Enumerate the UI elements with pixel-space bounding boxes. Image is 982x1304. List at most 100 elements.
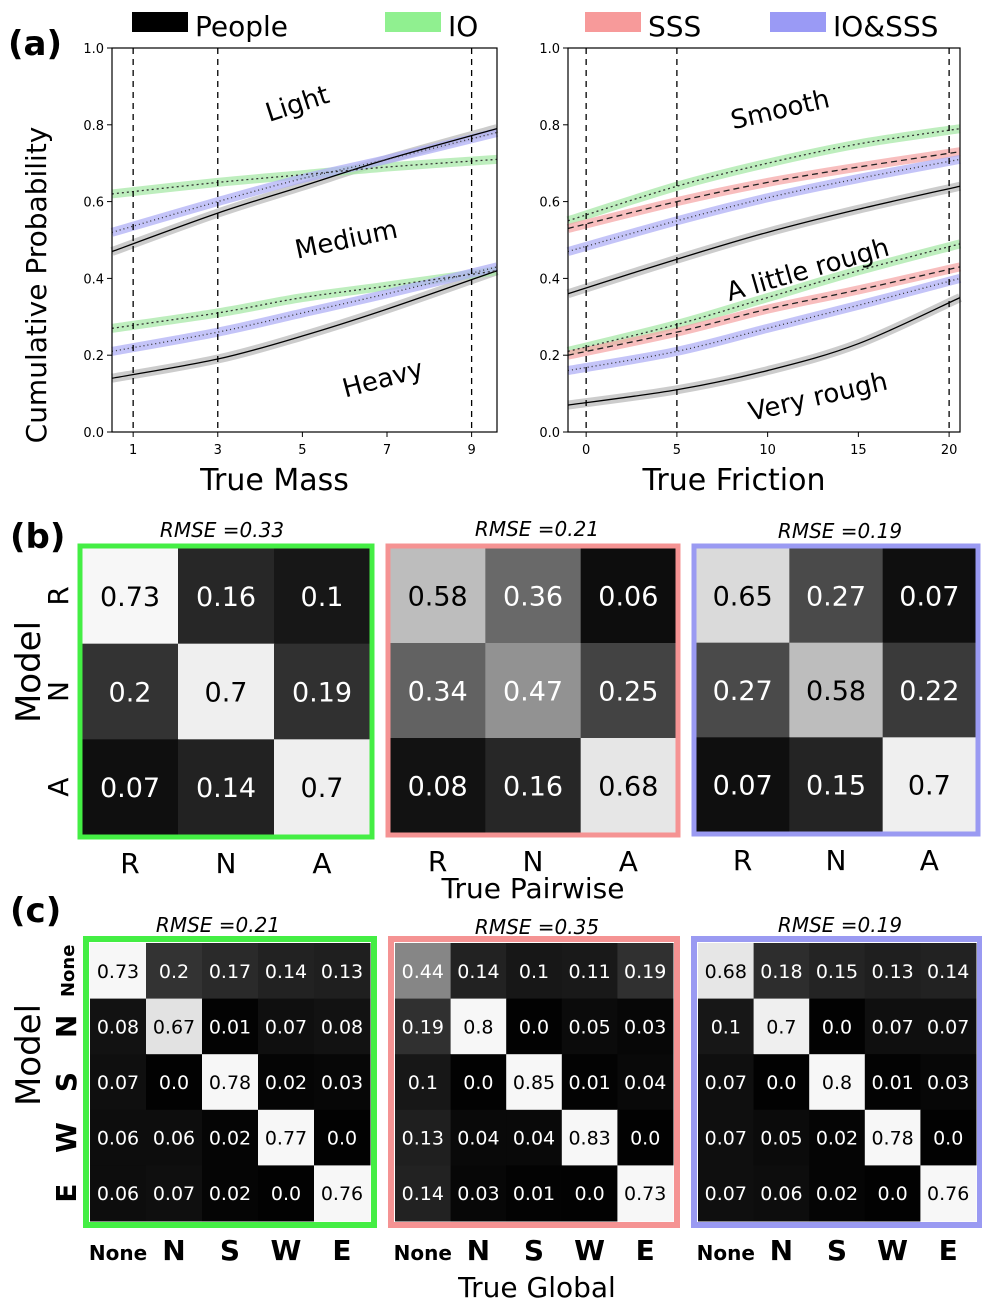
heatmap-cell xyxy=(82,548,179,645)
heatmap-cell xyxy=(314,998,371,1055)
legend-label-people: People xyxy=(195,10,288,43)
heatmap-frame xyxy=(388,936,680,1228)
heatmap-cell-value: 0.05 xyxy=(760,1128,802,1150)
heatmap-frame xyxy=(385,543,681,838)
plot-frame xyxy=(111,47,498,433)
heatmap-c-io: RMSE =0.21 0.73 0.2 0.17 0.14 0.13 0.08 0.67 0.0… xyxy=(50,913,377,1267)
heatmap-cell xyxy=(395,1165,452,1222)
y-tick-label: 0.4 xyxy=(83,272,104,287)
heatmap-cell xyxy=(202,1109,259,1166)
heatmap-cell xyxy=(506,1165,563,1222)
heatmap-cell-value: 0.0 xyxy=(766,1072,796,1094)
band-io-upper xyxy=(566,124,961,226)
heatmap-cell-value: 0.47 xyxy=(503,677,563,708)
line-sss-lower xyxy=(567,266,961,356)
heatmap-cell xyxy=(696,737,790,833)
heatmap-cell xyxy=(314,943,371,1000)
heatmap-cell xyxy=(753,1109,810,1166)
heatmap-cell xyxy=(580,643,677,739)
y-tick-label: 0.0 xyxy=(539,426,560,441)
heatmap-cell-value: 0.76 xyxy=(927,1183,969,1205)
col-label-n: N xyxy=(523,845,544,878)
row-label-e: E xyxy=(50,1184,83,1203)
col-label-s: S xyxy=(524,1234,544,1267)
col-label-r: R xyxy=(428,845,447,878)
heatmap-b-io: RMSE =0.33 0.73 0.16 0.1 0.2 0.7 0.19 0.07 0.14 0… xyxy=(42,518,375,880)
heatmap-cell-value: 0.76 xyxy=(321,1183,363,1205)
y-tick-label: 0.6 xyxy=(83,196,104,211)
heatmap-cell xyxy=(696,642,790,738)
heatmap-cell xyxy=(753,943,810,1000)
heatmap-cell-value: 0.15 xyxy=(806,771,866,802)
heatmap-cell-value: 0.0 xyxy=(877,1183,907,1205)
heatmap-cell xyxy=(390,738,486,834)
heatmap-cell-value: 0.06 xyxy=(598,582,658,613)
heatmap-cell-value: 0.36 xyxy=(503,582,563,613)
heatmap-title: RMSE =0.21 xyxy=(475,517,599,541)
panel-label-a: (a) xyxy=(8,24,62,64)
plot-frame xyxy=(567,47,961,433)
heatmap-cell xyxy=(178,548,275,645)
heatmap-cell xyxy=(809,1054,866,1111)
heatmap-cell xyxy=(314,1054,371,1111)
x-tick-label: 0 xyxy=(582,443,590,458)
col-label-n: N xyxy=(216,847,237,880)
heatmap-cell-value: 0.27 xyxy=(713,676,773,707)
heatmap-b-sss: RMSE =0.21 0.58 0.36 0.06 0.34 0.47 0.25 0.08 0.… xyxy=(385,517,681,878)
b-xlabel: True Pairwise xyxy=(441,872,625,905)
heatmap-cell xyxy=(809,1165,866,1222)
heatmap-cell-value: 0.17 xyxy=(209,961,251,983)
heatmap-c-io-sss: RMSE =0.19 0.68 0.18 0.15 0.13 0.14 0.1 0.7 0.0 0… xyxy=(691,913,982,1267)
heatmap-cell xyxy=(314,1165,371,1222)
heatmap-cell xyxy=(258,998,315,1055)
heatmap-cell-value: 0.19 xyxy=(292,678,352,709)
heatmap-cell xyxy=(82,739,179,836)
heatmap-cell-value: 0.25 xyxy=(598,677,658,708)
heatmap-cell-value: 0.07 xyxy=(871,1016,913,1038)
heatmap-cell xyxy=(450,1109,507,1166)
heatmap-title: RMSE =0.21 xyxy=(156,913,280,937)
panel-label-c: (c) xyxy=(10,891,61,931)
heatmap-cell-value: 0.01 xyxy=(209,1016,251,1038)
x-tick-label: 3 xyxy=(214,443,222,458)
col-label-a: A xyxy=(312,847,331,880)
heatmap-cell-value: 0.0 xyxy=(574,1183,604,1205)
heatmap-cell xyxy=(90,1109,147,1166)
heatmap-cell-value: 0.1 xyxy=(711,1016,741,1038)
heatmap-cell xyxy=(274,643,371,740)
col-label-none: None xyxy=(89,1241,147,1265)
heatmap-cell xyxy=(561,998,618,1055)
heatmap-cell xyxy=(90,998,147,1055)
heatmap-cell-value: 0.0 xyxy=(519,1016,549,1038)
heatmap-cell xyxy=(561,1109,618,1166)
heatmap-cell-value: 0.13 xyxy=(402,1128,444,1150)
line-io-upper xyxy=(111,158,498,195)
panel-label-b: (b) xyxy=(10,517,65,557)
legend-label-io: IO xyxy=(448,10,478,43)
col-label-n: N xyxy=(770,1234,793,1267)
heatmap-cell-value: 0.58 xyxy=(806,676,866,707)
heatmap-title: RMSE =0.33 xyxy=(160,518,284,542)
heatmap-cell-value: 0.0 xyxy=(327,1128,357,1150)
y-tick-label: 0.8 xyxy=(83,119,104,134)
line-people-lower xyxy=(567,297,961,406)
col-label-e: E xyxy=(939,1234,958,1267)
heatmap-cell-value: 0.0 xyxy=(271,1183,301,1205)
heatmap-cell-value: 0.8 xyxy=(822,1072,852,1094)
heatmap-frame xyxy=(691,543,981,837)
heatmap-cell-value: 0.85 xyxy=(513,1072,555,1094)
legend-swatch-sss xyxy=(585,12,641,32)
x-tick-label: 20 xyxy=(941,443,958,458)
heatmaps: RMSE =0.33 0.73 0.16 0.1 0.2 0.7 0.19 0.07 0.14 0… xyxy=(42,517,982,1267)
heatmap-cell xyxy=(506,1054,563,1111)
heatmap-cell xyxy=(202,943,259,1000)
heatmap-cell-value: 0.02 xyxy=(816,1183,858,1205)
line-io-sss-lower xyxy=(567,277,961,372)
legend-swatch-io-sss xyxy=(770,12,826,32)
heatmap-cell xyxy=(698,943,755,1000)
col-label-n: N xyxy=(467,1234,490,1267)
heatmap-cell-value: 0.03 xyxy=(927,1072,969,1094)
heatmap-cell-value: 0.04 xyxy=(457,1128,499,1150)
x-axis-label: True Friction xyxy=(642,463,826,498)
heatmap-cell-value: 0.0 xyxy=(159,1072,189,1094)
